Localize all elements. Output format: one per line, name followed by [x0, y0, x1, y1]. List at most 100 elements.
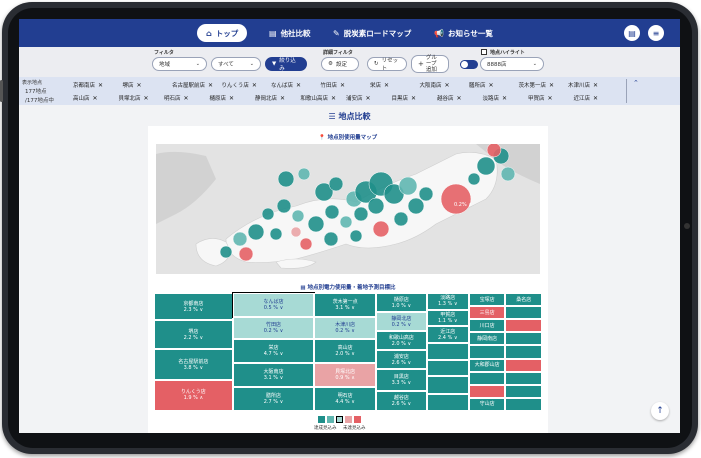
remove-chip-icon[interactable]: ✕: [331, 94, 337, 102]
remove-chip-icon[interactable]: ✕: [502, 94, 508, 102]
site-chip[interactable]: 樋原店 ✕: [210, 94, 235, 103]
site-chip[interactable]: 明石店 ✕: [164, 94, 189, 103]
treemap-cell[interactable]: 樋原店 1.0 % ∨: [376, 293, 427, 313]
remove-chip-icon[interactable]: ✕: [488, 81, 494, 89]
site-bubble[interactable]: [440, 183, 472, 215]
treemap-cell[interactable]: [468, 371, 506, 385]
all-select[interactable]: すべて ⌄: [211, 57, 261, 71]
site-bubble[interactable]: [323, 231, 339, 247]
treemap-cell[interactable]: [505, 345, 542, 359]
remove-chip-icon[interactable]: ✕: [208, 81, 214, 89]
remove-chip-icon[interactable]: ✕: [549, 81, 555, 89]
treemap-cell[interactable]: 高山店 2.0 % ∨: [314, 339, 377, 364]
site-chip[interactable]: りんくう店 ✕: [222, 81, 257, 90]
site-chip[interactable]: 大阪南店 ✕: [420, 81, 450, 90]
treemap-cell[interactable]: [505, 306, 542, 320]
site-bubble[interactable]: [307, 215, 325, 233]
treemap-cell[interactable]: [426, 376, 469, 395]
reset-button[interactable]: ↻ リセット: [367, 57, 407, 72]
site-bubble[interactable]: [393, 211, 409, 227]
treemap-cell[interactable]: 宝塚店: [468, 293, 506, 307]
remove-chip-icon[interactable]: ✕: [456, 94, 462, 102]
treemap-cell[interactable]: [505, 371, 542, 385]
treemap-cell[interactable]: 淡路店 1.3 % ∨: [426, 293, 469, 310]
site-bubble[interactable]: [219, 245, 233, 259]
treemap-cell[interactable]: 貝塚北店 0.9 % ∧: [314, 363, 377, 388]
site-bubble[interactable]: [277, 170, 295, 188]
usage-map[interactable]: 0.2% ∧: [156, 144, 540, 274]
chip-scrollbar[interactable]: [626, 79, 627, 103]
treemap-cell[interactable]: 守山店: [468, 397, 506, 411]
remove-chip-icon[interactable]: ✕: [547, 94, 553, 102]
site-bubble[interactable]: [486, 144, 502, 158]
remove-chip-icon[interactable]: ✕: [444, 81, 450, 89]
treemap-cell[interactable]: [468, 345, 506, 359]
treemap-cell[interactable]: 名古屋駅前店 3.8 % ∨: [154, 349, 233, 380]
site-chip[interactable]: 和歌山高店 ✕: [301, 94, 337, 103]
treemap-cell[interactable]: 浦安店 2.6 % ∨: [376, 350, 427, 370]
area-select[interactable]: 地域 ⌄: [152, 57, 207, 71]
treemap-cell[interactable]: 栄店 4.7 % ∨: [232, 339, 315, 364]
nav-top[interactable]: ⌂ トップ: [197, 24, 248, 42]
site-bubble[interactable]: [299, 237, 313, 251]
treemap-cell[interactable]: 静岡南店: [468, 332, 506, 346]
site-bubble[interactable]: [418, 186, 434, 202]
site-bubble[interactable]: [291, 209, 305, 223]
remove-chip-icon[interactable]: ✕: [593, 94, 599, 102]
treemap-cell[interactable]: 目黒店 3.3 % ∨: [376, 369, 427, 391]
nav-notifications[interactable]: 📢 お知らせ一覧: [434, 28, 493, 38]
remove-chip-icon[interactable]: ✕: [92, 94, 98, 102]
remove-chip-icon[interactable]: ✕: [411, 94, 417, 102]
site-bubble[interactable]: [261, 207, 275, 221]
site-chip[interactable]: 淡路店 ✕: [483, 94, 508, 103]
site-chip[interactable]: 竹田店 ✕: [321, 81, 346, 90]
treemap-cell[interactable]: 三島店: [468, 306, 506, 320]
site-bubble[interactable]: [500, 166, 516, 182]
site-bubble[interactable]: [238, 246, 254, 262]
site-bubble[interactable]: [269, 227, 283, 241]
treemap-cell[interactable]: [468, 384, 506, 398]
treemap-cell[interactable]: 近江店 2.4 % ∨: [426, 326, 469, 344]
site-chip[interactable]: 京都南店 ✕: [73, 81, 103, 90]
site-bubble[interactable]: [314, 182, 334, 202]
site-bubble[interactable]: [407, 197, 425, 215]
treemap-cell[interactable]: 大阪南店 3.1 % ∨: [232, 363, 315, 388]
site-bubble[interactable]: [398, 176, 418, 196]
group-add-button[interactable]: + グループ 追加: [411, 55, 449, 73]
treemap-cell[interactable]: 膳所店 2.7 % ∨: [232, 387, 315, 411]
menu-icon[interactable]: ≡: [648, 25, 664, 41]
treemap-cell[interactable]: 大和郡山店: [468, 358, 506, 372]
remove-chip-icon[interactable]: ✕: [365, 94, 371, 102]
site-bubble[interactable]: [339, 215, 353, 229]
site-chip[interactable]: なんば店 ✕: [271, 81, 302, 90]
treemap-cell[interactable]: [505, 358, 542, 372]
site-chip[interactable]: 目黒店 ✕: [392, 94, 417, 103]
remove-chip-icon[interactable]: ✕: [296, 81, 302, 89]
site-chip[interactable]: 近江店 ✕: [574, 94, 599, 103]
site-bubble[interactable]: [367, 197, 385, 215]
document-icon[interactable]: ▤: [624, 25, 640, 41]
treemap-cell[interactable]: [505, 384, 542, 398]
treemap-cell[interactable]: 木津川店 0.2 % ∨: [314, 316, 377, 340]
treemap-cell[interactable]: [426, 359, 469, 377]
site-chip[interactable]: 甲賀店 ✕: [528, 94, 553, 103]
remove-chip-icon[interactable]: ✕: [183, 94, 189, 102]
treemap-cell[interactable]: 桑名店: [505, 293, 542, 307]
site-chip[interactable]: 静岡北店 ✕: [255, 94, 285, 103]
site-bubble[interactable]: [232, 231, 248, 247]
site-bubble[interactable]: [276, 198, 292, 214]
site-chip[interactable]: 木津川店 ✕: [568, 81, 598, 90]
nav-competitor-compare[interactable]: ▤ 他社比較: [269, 28, 311, 38]
treemap-cell[interactable]: 堺店 2.2 % ∨: [154, 320, 233, 349]
highlight-toggle[interactable]: [460, 60, 478, 69]
remove-chip-icon[interactable]: ✕: [251, 81, 257, 89]
site-bubble[interactable]: [467, 172, 481, 186]
remove-chip-icon[interactable]: ✕: [229, 94, 235, 102]
narrow-down-button[interactable]: ▼ 絞り込み: [265, 57, 307, 72]
site-bubble[interactable]: [353, 206, 369, 222]
treemap-cell[interactable]: なんば店 0.5 % ∨: [231, 292, 316, 318]
treemap-cell[interactable]: 和歌山高店 2.0 % ∨: [376, 331, 427, 351]
treemap-cell[interactable]: 越谷店 2.6 % ∨: [376, 390, 427, 411]
site-bubble[interactable]: [290, 226, 302, 238]
treemap-cell[interactable]: 明石店 4.4 % ∨: [314, 387, 377, 411]
